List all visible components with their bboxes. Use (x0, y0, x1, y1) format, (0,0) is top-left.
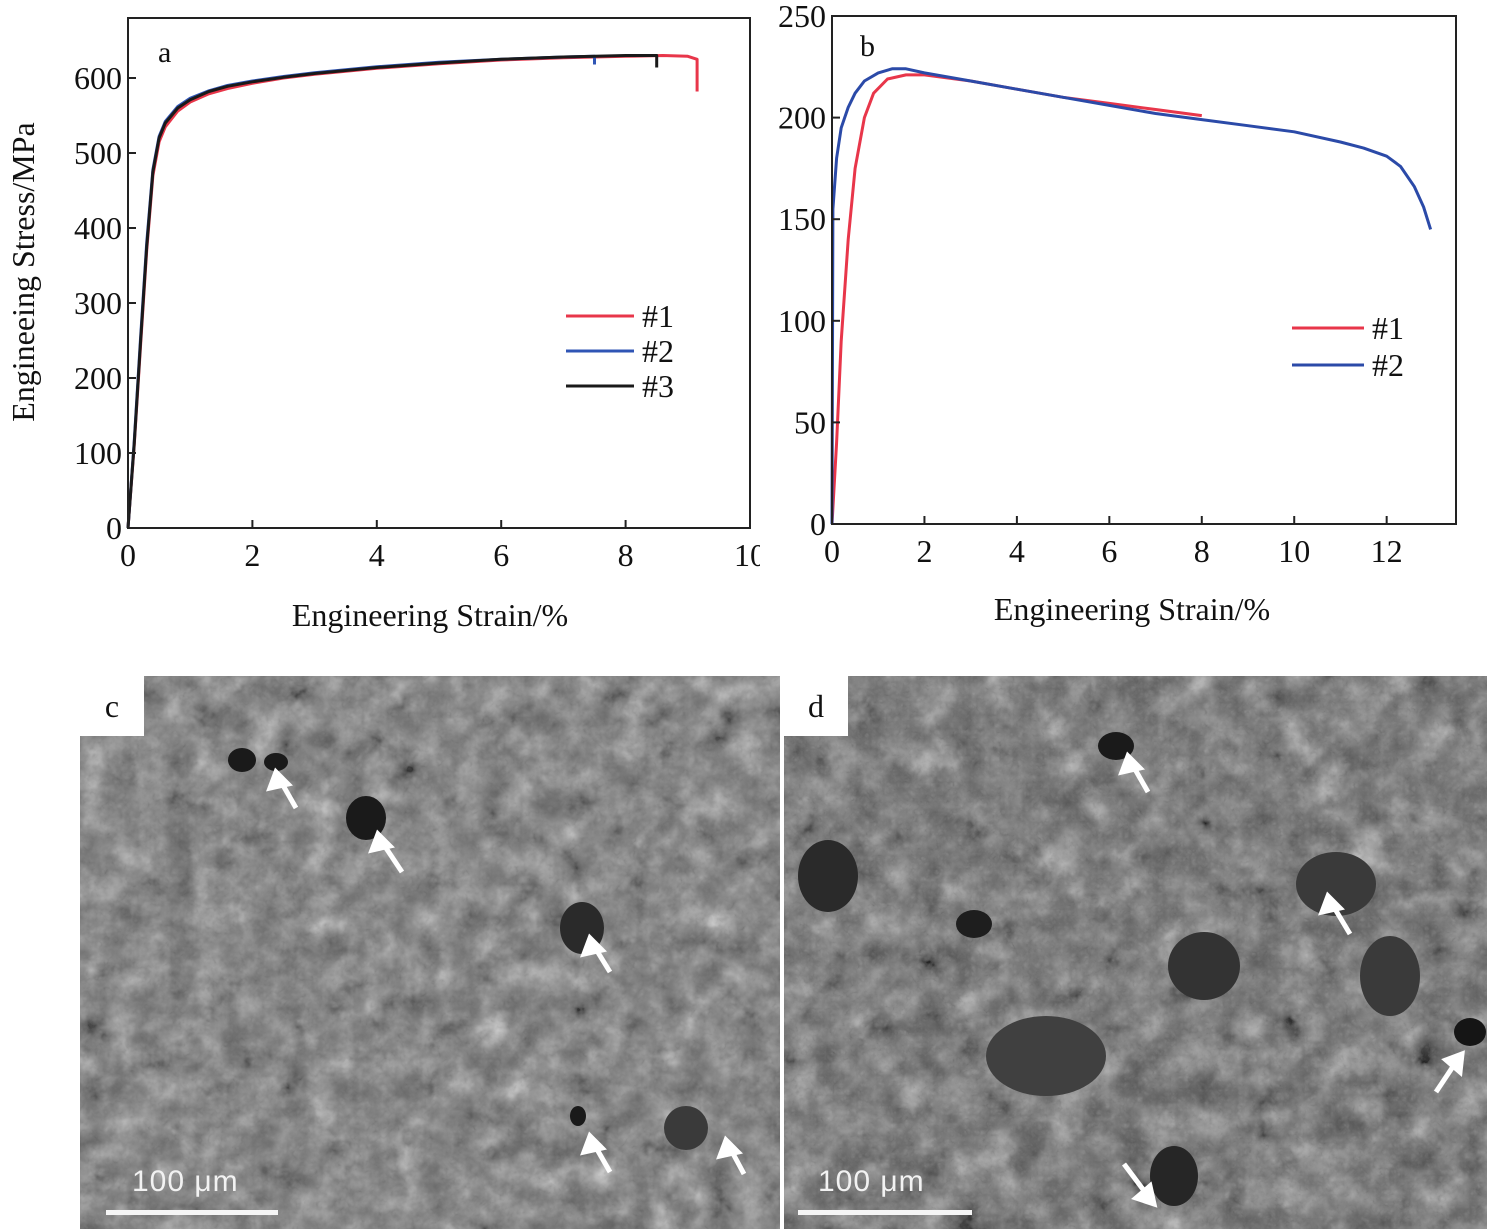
chart-a-y-tick-label-6: 600 (74, 60, 122, 96)
chart-b-series-line-1 (830, 73, 1202, 525)
chart-a-y-tick-label-0: 0 (106, 510, 122, 546)
chart-b-x-tick-label-2: 4 (1009, 533, 1025, 569)
chart-a-x-axis-title: Engineering Strain/% (292, 597, 568, 633)
chart-b-y-tick-label-0: 0 (810, 506, 826, 542)
chart-b-series-group (830, 67, 1433, 525)
chart-b-y-tick-label-3: 150 (778, 201, 826, 237)
chart-b-y-tick-label-2: 100 (778, 303, 826, 339)
chart-a-series-line-3 (126, 54, 659, 529)
sem-image-c: c 100 μm (80, 676, 780, 1229)
chart-b-x-tick-label-3: 6 (1101, 533, 1117, 569)
chart-b-panel-label: b (860, 30, 875, 63)
sem-d-panel-label: d (784, 676, 848, 736)
chart-b-legend: #1#2 (1292, 310, 1404, 383)
chart-a-y-tick-label-1: 100 (74, 435, 122, 471)
chart-a-panel-label: a (158, 36, 171, 69)
chart-a-legend: #1#2#3 (566, 298, 674, 404)
chart-a-y-tick-label-4: 400 (74, 210, 122, 246)
sem-image-d: d 100 μm (784, 676, 1487, 1229)
chart-a-y-tick-label-3: 300 (74, 285, 122, 321)
chart-a-series-line-1 (126, 54, 699, 529)
chart-a-frame (127, 17, 751, 529)
chart-b-y-tick-label-4: 200 (778, 100, 826, 136)
chart-a-legend-label-2: #2 (642, 333, 674, 369)
chart-b-x-tick-label-5: 10 (1278, 533, 1310, 569)
chart-b-legend-label-1: #1 (1372, 310, 1404, 346)
fracture-surface-d (784, 676, 1487, 1229)
arrows-c (266, 767, 747, 1176)
chart-a-legend-label-3: #3 (642, 368, 674, 404)
chart-a-y-axis-title: Engineeing Stress/MPa (5, 122, 41, 422)
chart-b-series-line-2 (830, 67, 1433, 525)
chart-b: 0 2 4 6 8 10 12 0 50 100 150 200 250 b Engineering S… (778, 0, 1457, 627)
fracture-surface-c (80, 676, 780, 1229)
arrows-d (1118, 751, 1465, 1208)
chart-a-x-tick-label-5: 10 (734, 537, 760, 573)
chart-b-frame (831, 15, 1457, 525)
chart-a-x-tick-label-0: 0 (120, 537, 136, 573)
sem-c-panel-label: c (80, 676, 144, 736)
chart-b-y-tick-label-5: 250 (778, 0, 826, 34)
chart-a-x-tick-label-2: 4 (369, 537, 385, 573)
chart-b-y-tick-label-1: 50 (794, 404, 826, 440)
chart-b-x-tick-label-6: 12 (1371, 533, 1403, 569)
sem-d-scale-bar (798, 1210, 972, 1215)
chart-a-legend-label-1: #1 (642, 298, 674, 334)
chart-a-y-tick-label-5: 500 (74, 135, 122, 171)
chart-b-legend-label-2: #2 (1372, 347, 1404, 383)
chart-a-x-tick-label-1: 2 (244, 537, 260, 573)
chart-b-x-tick-label-1: 2 (916, 533, 932, 569)
chart-a-series-group (126, 54, 699, 529)
chart-b-x-axis-title: Engineering Strain/% (994, 591, 1270, 627)
chart-a-series-line-2 (126, 54, 596, 529)
chart-a-y-tick-label-2: 200 (74, 360, 122, 396)
sem-d-scale-label: 100 μm (818, 1165, 925, 1198)
chart-a-x-tick-label-4: 8 (618, 537, 634, 573)
chart-b-x-tick-label-0: 0 (824, 533, 840, 569)
chart-a-x-tick-label-3: 6 (493, 537, 509, 573)
sem-c-scale-bar (106, 1210, 278, 1215)
sem-c-scale-label: 100 μm (132, 1165, 239, 1198)
chart-b-x-tick-label-4: 8 (1194, 533, 1210, 569)
dimples-d (798, 732, 1486, 1206)
